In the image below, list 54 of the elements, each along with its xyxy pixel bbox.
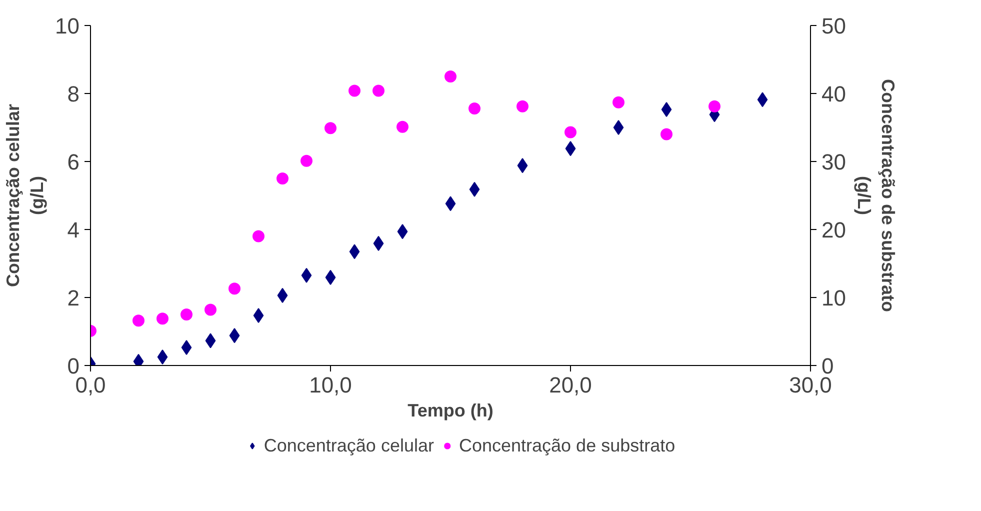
point: [132, 314, 144, 327]
point: [229, 328, 240, 344]
x-tick-label: 10,0: [309, 372, 352, 398]
point: [445, 196, 456, 212]
point: [253, 308, 264, 324]
point: [564, 126, 576, 138]
y-tick-label: 8: [67, 82, 80, 106]
y-tick-label: 6: [67, 150, 80, 174]
point: [325, 270, 336, 285]
point: [661, 102, 672, 117]
y-axis-title: Concentração celular (g/L): [3, 104, 48, 288]
point: [396, 120, 408, 133]
x-tick-label: 20,0: [549, 372, 592, 398]
point: [612, 96, 624, 108]
point: [156, 312, 168, 325]
y-tick-label: 10: [55, 14, 80, 38]
point: [613, 120, 624, 135]
y2-tick-label: 40: [822, 82, 846, 106]
point: [469, 182, 480, 197]
y-tick-label: 2: [67, 286, 80, 310]
legend-label: Concentração celular: [264, 435, 434, 456]
point: [181, 340, 192, 355]
point: [372, 84, 384, 97]
point: [205, 333, 216, 348]
point: [252, 230, 264, 242]
point: [708, 100, 720, 112]
point: [516, 100, 528, 112]
point: [373, 236, 384, 251]
point: [324, 122, 336, 134]
point: [660, 128, 672, 140]
legend-label: Concentração de substrato: [458, 435, 676, 456]
point: [348, 84, 360, 97]
point: [397, 224, 408, 240]
point: [276, 172, 288, 184]
y2-tick-label: 30: [822, 150, 846, 174]
point: [349, 244, 360, 260]
point: [757, 92, 768, 108]
y2-axis-title: Concentração de substrato (g/L): [854, 78, 898, 312]
x-axis-title: Tempo (h): [408, 400, 494, 420]
point: [301, 268, 312, 283]
point: [565, 141, 576, 156]
point: [468, 102, 480, 114]
point: [277, 288, 288, 303]
point: [157, 350, 168, 364]
point: [444, 70, 456, 82]
point: [204, 304, 216, 316]
point: [517, 158, 528, 174]
y2-tick-label: 50: [822, 14, 846, 38]
y2-tick-label: 20: [822, 218, 846, 242]
y-tick-label: 4: [67, 218, 80, 242]
point: [300, 154, 312, 167]
y2-tick-label: 10: [822, 286, 846, 310]
point: [228, 282, 240, 295]
point: [180, 308, 192, 320]
